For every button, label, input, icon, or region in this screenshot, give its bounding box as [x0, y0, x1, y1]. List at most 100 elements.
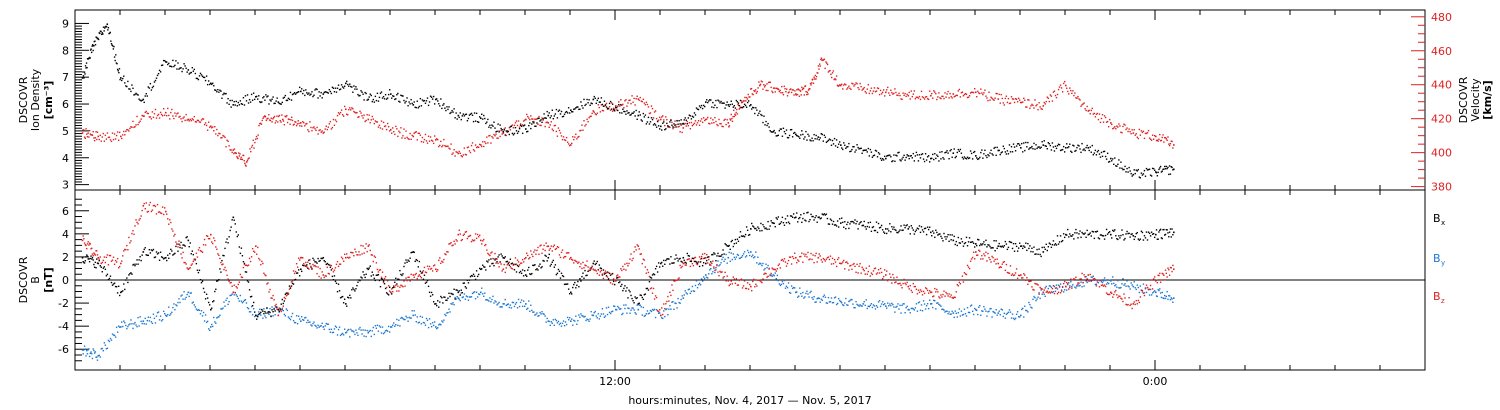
- velocity-point: [530, 115, 532, 117]
- density-point: [486, 121, 488, 123]
- velocity-point: [988, 91, 990, 93]
- by-point: [743, 251, 746, 253]
- velocity-point: [827, 71, 830, 73]
- bx-point: [394, 281, 396, 283]
- bx-point: [945, 238, 947, 240]
- density-point: [574, 108, 576, 110]
- bx-point: [608, 272, 611, 275]
- velocity-point: [187, 118, 190, 121]
- by-point: [417, 322, 420, 324]
- by-point: [107, 339, 110, 342]
- bz-point: [243, 263, 246, 265]
- bx-point: [1147, 231, 1150, 233]
- velocity-point: [763, 84, 765, 86]
- by-point: [588, 320, 590, 322]
- bx-point: [622, 289, 624, 292]
- bz-point: [95, 250, 97, 252]
- bx-point: [1130, 233, 1132, 236]
- density-point: [680, 119, 682, 121]
- bz-point: [268, 291, 270, 293]
- bx-point: [350, 297, 352, 299]
- bx-point: [399, 269, 401, 272]
- velocity-point: [1014, 98, 1017, 100]
- bx-point: [1053, 244, 1056, 246]
- bx-point: [168, 257, 170, 259]
- density-point: [1168, 173, 1170, 176]
- velocity-point: [376, 121, 379, 123]
- bz-point: [365, 243, 367, 245]
- bz-point: [132, 230, 134, 232]
- density-ylabel-line1: DSCOVR: [17, 76, 30, 123]
- by-point: [1164, 297, 1167, 300]
- by-point: [615, 308, 617, 311]
- bx-point: [303, 264, 305, 267]
- by-point: [1033, 295, 1035, 298]
- bx-point: [251, 304, 254, 307]
- by-point: [1133, 281, 1135, 283]
- bx-point: [418, 260, 421, 263]
- velocity-point: [1021, 101, 1023, 104]
- bz-point: [480, 239, 482, 242]
- by-point: [179, 301, 181, 304]
- velocity-point: [312, 127, 314, 129]
- bz-point: [1110, 291, 1112, 294]
- by-point: [697, 283, 700, 286]
- bx-point: [636, 297, 638, 299]
- velocity-point: [274, 122, 277, 124]
- velocity-point: [861, 89, 863, 91]
- velocity-point: [914, 98, 917, 100]
- by-point: [531, 309, 533, 312]
- by-point: [457, 297, 460, 299]
- density-point: [363, 99, 365, 101]
- bz-point: [200, 250, 203, 253]
- by-point: [774, 272, 776, 274]
- density-point: [84, 65, 87, 67]
- by-point: [395, 323, 397, 326]
- velocity-point: [996, 92, 998, 95]
- bz-point: [99, 256, 101, 258]
- velocity-point: [1097, 118, 1100, 121]
- velocity-point: [281, 114, 283, 116]
- bx-point: [1168, 236, 1170, 238]
- density-point: [993, 147, 995, 149]
- by-point: [1008, 309, 1011, 311]
- density-point: [728, 105, 730, 108]
- bx-point: [452, 293, 454, 296]
- density-point: [1139, 177, 1142, 179]
- velocity-point: [118, 131, 121, 134]
- by-point: [235, 294, 237, 296]
- density-point: [787, 137, 790, 139]
- bz-point: [315, 265, 317, 268]
- bx-point: [763, 226, 765, 228]
- velocity-point: [663, 119, 665, 121]
- by-point: [725, 253, 727, 256]
- by-point: [442, 321, 444, 323]
- density-point: [153, 81, 156, 83]
- bx-point: [1074, 232, 1076, 234]
- density-point: [1072, 144, 1074, 147]
- density-point: [880, 159, 883, 161]
- velocity-point: [815, 75, 818, 78]
- bx-point: [510, 263, 513, 265]
- density-point: [609, 100, 612, 103]
- density-point: [575, 107, 577, 109]
- bx-point: [1165, 228, 1168, 231]
- density-point: [350, 85, 352, 88]
- velocity-point: [717, 124, 719, 127]
- bx-point: [392, 287, 394, 289]
- velocity-point: [789, 88, 791, 91]
- bx-point: [172, 254, 174, 256]
- velocity-point: [198, 121, 201, 123]
- density-point: [585, 103, 587, 106]
- by-point: [1121, 283, 1123, 285]
- velocity-point: [441, 145, 443, 148]
- by-point: [748, 254, 751, 257]
- bz-point: [102, 259, 105, 262]
- by-point: [321, 322, 323, 325]
- velocity-point: [565, 136, 568, 139]
- by-point: [805, 292, 807, 295]
- density-point: [1003, 147, 1006, 150]
- velocity-point: [253, 147, 255, 149]
- density-point: [1037, 146, 1039, 148]
- bx-point: [192, 253, 195, 256]
